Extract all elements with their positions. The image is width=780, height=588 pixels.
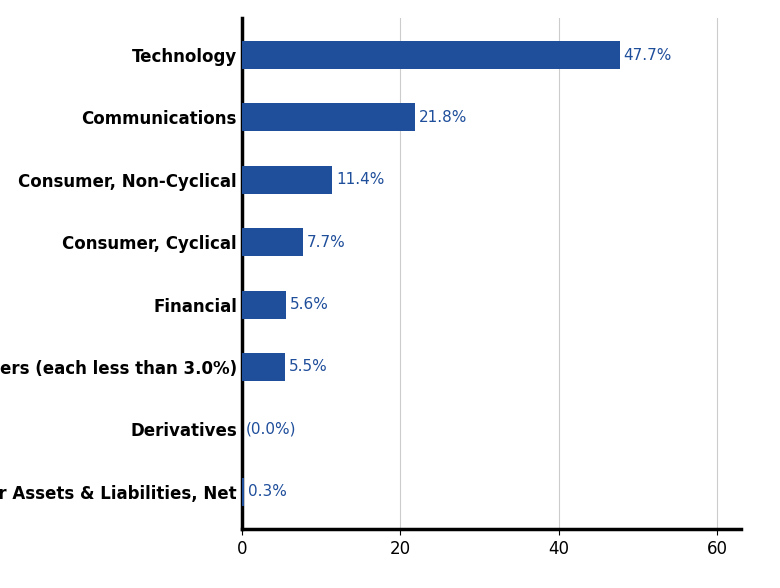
Text: 11.4%: 11.4% <box>336 172 385 188</box>
Bar <box>242 477 244 506</box>
Text: (0.0%): (0.0%) <box>246 422 296 437</box>
Text: 5.6%: 5.6% <box>290 297 329 312</box>
Bar <box>242 166 332 194</box>
Bar <box>242 103 414 132</box>
Bar <box>242 353 285 381</box>
Text: 5.5%: 5.5% <box>289 359 328 375</box>
Bar <box>242 290 286 319</box>
Text: 7.7%: 7.7% <box>307 235 346 250</box>
Text: 0.3%: 0.3% <box>248 485 287 499</box>
Text: 21.8%: 21.8% <box>419 110 467 125</box>
Bar <box>242 41 620 69</box>
Bar <box>242 228 303 256</box>
Text: 47.7%: 47.7% <box>624 48 672 62</box>
